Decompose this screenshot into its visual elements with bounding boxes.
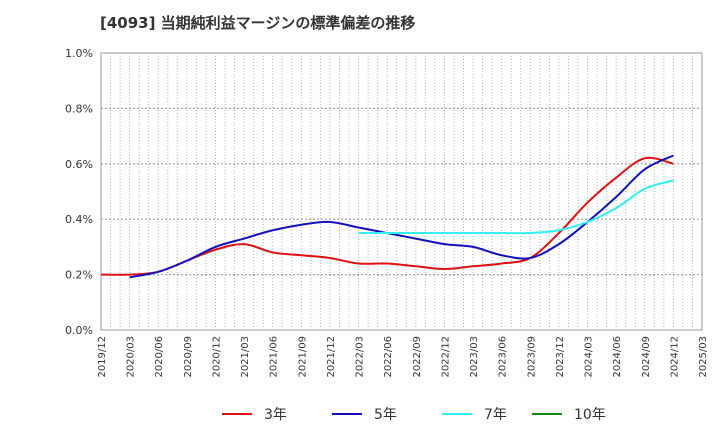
x-tick-label: 2022/06 <box>383 336 394 378</box>
x-tick-label: 2022/09 <box>412 336 423 378</box>
plot-frame <box>100 52 703 331</box>
axis-layer: 0.0% 0.2% 0.4% 0.6% 0.8% 1.0% 2019/12 2020/03 20… <box>65 47 709 378</box>
x-tick-label: 2023/03 <box>469 336 480 378</box>
x-tick-label: 2019/12 <box>97 336 108 378</box>
legend-label: 5年 <box>374 407 397 423</box>
y-tick-label: 0.4% <box>65 213 93 226</box>
x-tick-label: 2021/12 <box>326 336 337 378</box>
legend-label: 7年 <box>484 407 507 423</box>
legend: 3年 5年 7年 10年 <box>222 407 606 423</box>
x-tick-label: 2022/12 <box>440 336 451 378</box>
x-tick-label: 2020/12 <box>211 336 222 378</box>
series-layer <box>100 154 674 279</box>
x-tick-label: 2020/09 <box>183 336 194 378</box>
x-tick-label: 2024/06 <box>612 336 623 378</box>
legend-label: 10年 <box>574 407 606 423</box>
x-tick-label: 2020/06 <box>154 336 165 378</box>
legend-label: 3年 <box>264 407 287 423</box>
y-tick-label: 0.8% <box>65 102 93 115</box>
x-tick-label: 2025/03 <box>698 336 709 378</box>
x-tick-label: 2021/06 <box>269 336 280 378</box>
series-line-5年 <box>129 154 674 279</box>
x-tick-label: 2023/06 <box>498 336 509 378</box>
x-tick-label: 2024/03 <box>584 336 595 378</box>
grid-layer <box>100 52 703 331</box>
x-tick-label: 2021/03 <box>240 336 251 378</box>
y-tick-label: 1.0% <box>65 47 93 60</box>
y-tick-label: 0.0% <box>65 324 93 337</box>
y-tick-label: 0.2% <box>65 269 93 282</box>
chart-title: [4093] 当期純利益マージンの標準偏差の推移 <box>100 14 416 32</box>
x-tick-label: 2022/03 <box>355 336 366 378</box>
x-tick-label: 2020/03 <box>126 336 137 378</box>
x-tick-label: 2021/09 <box>297 336 308 378</box>
series-line-7年 <box>358 179 674 235</box>
x-tick-label: 2024/09 <box>641 336 652 378</box>
x-tick-label: 2023/12 <box>555 336 566 378</box>
x-tick-label: 2023/09 <box>526 336 537 378</box>
y-tick-label: 0.6% <box>65 158 93 171</box>
x-tick-label: 2024/12 <box>669 336 680 378</box>
